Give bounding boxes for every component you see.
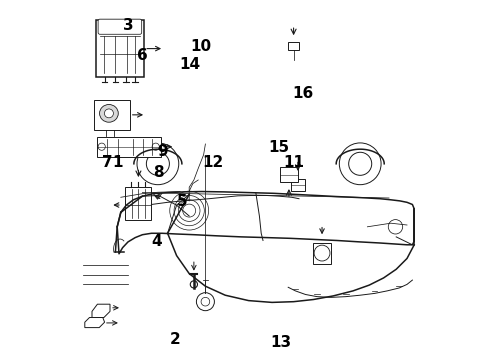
FancyBboxPatch shape xyxy=(96,20,144,77)
Text: 3: 3 xyxy=(122,18,133,33)
Text: 8: 8 xyxy=(153,165,164,180)
Polygon shape xyxy=(85,318,104,328)
Text: 10: 10 xyxy=(191,39,212,54)
Polygon shape xyxy=(92,304,110,318)
FancyBboxPatch shape xyxy=(280,167,297,182)
Text: 13: 13 xyxy=(270,335,292,350)
Ellipse shape xyxy=(99,104,118,122)
Text: 4: 4 xyxy=(151,234,162,249)
FancyBboxPatch shape xyxy=(125,187,151,220)
Text: 14: 14 xyxy=(180,57,201,72)
Text: 15: 15 xyxy=(269,140,290,155)
Text: 9: 9 xyxy=(158,144,168,159)
FancyBboxPatch shape xyxy=(313,243,331,264)
FancyBboxPatch shape xyxy=(94,100,130,130)
Text: 2: 2 xyxy=(170,332,180,347)
Text: 5: 5 xyxy=(177,194,187,209)
Ellipse shape xyxy=(104,109,113,118)
FancyBboxPatch shape xyxy=(98,19,142,34)
Text: 6: 6 xyxy=(137,48,148,63)
FancyBboxPatch shape xyxy=(288,42,299,50)
FancyBboxPatch shape xyxy=(291,179,305,191)
Text: 1: 1 xyxy=(112,155,122,170)
FancyBboxPatch shape xyxy=(97,137,161,157)
Text: 16: 16 xyxy=(292,86,313,101)
Text: 11: 11 xyxy=(283,155,304,170)
Circle shape xyxy=(190,281,197,288)
Text: 7: 7 xyxy=(102,155,113,170)
Text: 12: 12 xyxy=(202,155,223,170)
